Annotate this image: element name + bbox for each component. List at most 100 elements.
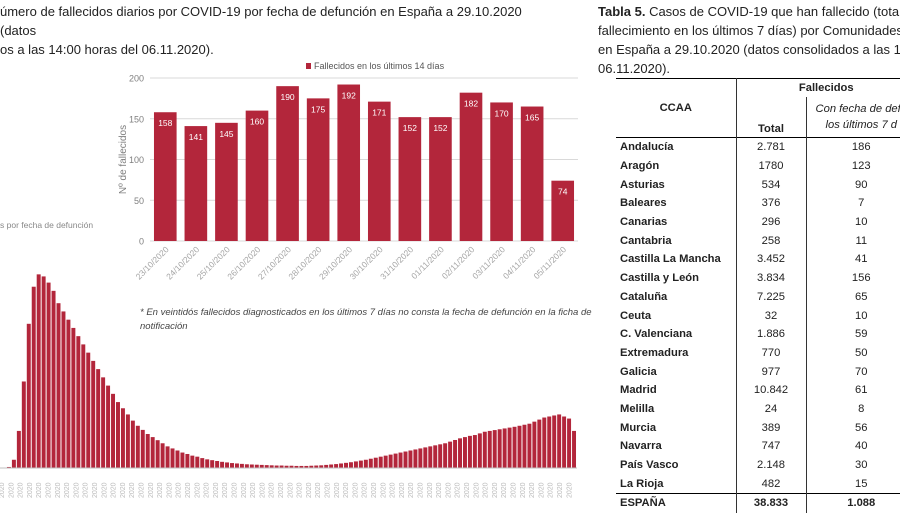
bar: [433, 445, 437, 468]
x-tick-label: 2020: [241, 482, 248, 498]
bar: [460, 93, 483, 241]
bar: [136, 426, 140, 468]
x-tick-label: 2020: [538, 482, 545, 498]
header-last7-line1: Con fecha de defu: [816, 103, 900, 115]
bar: [220, 462, 224, 468]
bar: [276, 86, 299, 241]
x-tick-label: 2020: [259, 482, 266, 498]
x-tick-label: 2020: [269, 482, 276, 498]
last7-cell: 186: [806, 138, 900, 157]
total-cell: 7.225: [736, 288, 806, 307]
header-ccaa: CCAA: [616, 79, 736, 138]
legend-swatch: [306, 63, 311, 69]
x-tick-label: 2020: [194, 482, 201, 498]
x-tick-label: 2020: [455, 482, 462, 498]
total-cell: 376: [736, 194, 806, 213]
x-tick-label: 2020: [18, 482, 25, 498]
bar: [503, 428, 507, 468]
bar: [527, 424, 531, 468]
region-name: Cantabria: [616, 231, 736, 250]
x-tick-label: 2020: [380, 482, 387, 498]
bar: [394, 454, 398, 468]
x-tick-label: 2020: [83, 482, 90, 498]
last7-cell: 90: [806, 175, 900, 194]
bar: [478, 433, 482, 468]
bar: [521, 107, 544, 241]
region-name: ESPAÑA: [616, 494, 736, 513]
last7-cell: 7: [806, 194, 900, 213]
table-title-line4: 06.11.2020).: [598, 59, 900, 78]
x-tick-label: 2020: [232, 482, 239, 498]
x-tick-label: 2020: [520, 482, 527, 498]
x-tick-label: 2020: [46, 482, 53, 498]
bar: [71, 328, 75, 468]
bar: [86, 353, 90, 468]
bar: [61, 311, 65, 468]
bar: [562, 417, 566, 469]
bar: [111, 394, 115, 468]
last7-cell: 50: [806, 344, 900, 363]
bar: [438, 444, 442, 468]
bar: [572, 431, 576, 468]
header-last7-line2: los últimos 7 d: [825, 119, 897, 131]
bar: [185, 126, 208, 241]
y-tick-label: 0: [139, 237, 144, 247]
x-tick-label: 2020: [204, 482, 211, 498]
region-name: País Vasco: [616, 456, 736, 475]
bar: [359, 461, 363, 468]
x-tick-label: 2020: [166, 482, 173, 498]
bar: [141, 430, 145, 468]
bar: [552, 415, 556, 468]
data-label: 170: [494, 108, 508, 118]
x-tick-label: 2020: [399, 482, 406, 498]
bar: [498, 429, 502, 468]
table-title-line3: en España a 29.10.2020 (datos consolidad…: [598, 40, 900, 59]
region-name: Asturias: [616, 175, 736, 194]
region-name: Canarias: [616, 213, 736, 232]
x-tick-label: 2020: [501, 482, 508, 498]
bar: [131, 421, 135, 468]
x-tick-label: 2020: [0, 482, 6, 498]
last7-cell: 11: [806, 231, 900, 250]
x-tick-label: 2020: [222, 482, 229, 498]
chart-footnote: * En veintidós fallecidos diagnosticados…: [140, 306, 610, 334]
x-tick-label: 2020: [483, 482, 490, 498]
header-total: Total: [736, 97, 806, 138]
region-name: La Rioja: [616, 474, 736, 493]
header-last7: Con fecha de defu los últimos 7 d: [806, 97, 900, 138]
data-label: 165: [525, 113, 539, 123]
region-name: Ceuta: [616, 306, 736, 325]
last7-cell: 123: [806, 157, 900, 176]
bar: [344, 463, 348, 468]
bar: [230, 463, 234, 468]
last7-cell: 1.088: [806, 494, 900, 513]
bar: [389, 455, 393, 468]
bar: [557, 414, 561, 468]
x-tick-label: 2020: [176, 482, 183, 498]
bar: [246, 111, 269, 241]
total-cell: 2.148: [736, 456, 806, 475]
bar: [126, 414, 130, 468]
x-tick-label: 2020: [464, 482, 471, 498]
bar: [250, 464, 254, 468]
bar: [408, 450, 412, 468]
x-tick-label: 2020: [111, 482, 118, 498]
bar: [101, 377, 105, 468]
bar: [384, 456, 388, 468]
bar: [354, 461, 358, 468]
bar: [448, 442, 452, 468]
x-tick-label: 2020: [213, 482, 220, 498]
